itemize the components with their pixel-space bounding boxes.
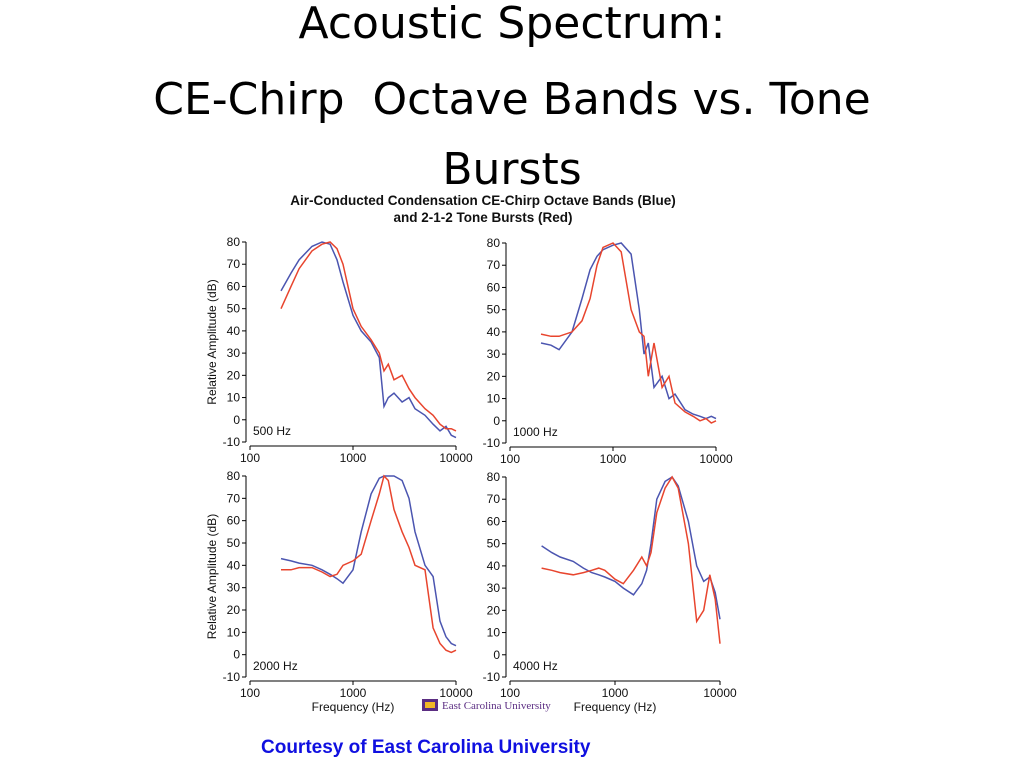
series-line xyxy=(540,242,717,424)
annotation: 500 Hz xyxy=(253,424,291,438)
x-tick-label: 100 xyxy=(500,686,520,700)
y-tick-label: 80 xyxy=(227,469,241,483)
y-tick-label: -10 xyxy=(483,670,501,684)
x-tick-label: 1000 xyxy=(600,452,627,466)
x-tick-label: 1000 xyxy=(602,686,629,700)
y-tick-label: -10 xyxy=(223,670,241,684)
x-tick-label: 1000 xyxy=(340,451,367,465)
credit: Courtesy of East Carolina University xyxy=(261,737,591,758)
y-tick-label: 60 xyxy=(487,514,501,528)
y-tick-label: 20 xyxy=(487,603,501,617)
y-tick-label: 50 xyxy=(227,302,241,316)
y-tick-label: 50 xyxy=(487,303,501,317)
x-tick-label: 10000 xyxy=(439,451,473,465)
logo-text: East Carolina University xyxy=(442,700,551,712)
annotation: 4000 Hz xyxy=(513,659,558,673)
y-tick-label: 70 xyxy=(487,492,501,506)
y-tick-label: 30 xyxy=(487,581,501,595)
y-tick-label: 70 xyxy=(227,491,241,505)
y-tick-label: 0 xyxy=(233,648,240,662)
y-tick-label: 30 xyxy=(227,581,241,595)
y-tick-label: 40 xyxy=(227,558,241,572)
series-line xyxy=(280,241,457,439)
y-tick-label: 0 xyxy=(493,648,500,662)
logo-icon xyxy=(425,702,435,708)
x-tick-label: 100 xyxy=(240,686,260,700)
y-tick-label: 20 xyxy=(227,603,241,617)
series-line xyxy=(280,475,457,647)
y-tick-label: 80 xyxy=(227,235,241,249)
figure-title: and 2-1-2 Tone Bursts (Red) xyxy=(393,210,572,225)
series-line xyxy=(540,242,717,420)
x-tick-label: 100 xyxy=(240,451,260,465)
y-tick-label: 0 xyxy=(493,414,500,428)
x-tick-label: 10000 xyxy=(439,686,473,700)
x-axis-label: Frequency (Hz) xyxy=(574,700,657,714)
y-tick-label: 10 xyxy=(227,391,241,405)
y-axis-label: Relative Amplitude (dB) xyxy=(205,514,219,639)
series-line xyxy=(541,475,721,620)
y-tick-label: 40 xyxy=(227,324,241,338)
figure-title: Air-Conducted Condensation CE-Chirp Octa… xyxy=(290,193,676,208)
y-tick-label: 60 xyxy=(227,279,241,293)
annotation: 2000 Hz xyxy=(253,659,298,673)
y-tick-label: 50 xyxy=(487,537,501,551)
series-line xyxy=(281,474,457,654)
y-tick-label: 10 xyxy=(487,392,501,406)
y-tick-label: 40 xyxy=(487,325,501,339)
y-tick-label: 50 xyxy=(227,536,241,550)
slide-title-line: CE-Chirp Octave Bands vs. Tone xyxy=(153,74,871,125)
y-tick-label: 80 xyxy=(487,236,501,250)
x-tick-label: 100 xyxy=(500,452,520,466)
y-tick-label: 60 xyxy=(227,514,241,528)
x-tick-label: 10000 xyxy=(703,686,737,700)
y-tick-label: 70 xyxy=(227,257,241,271)
y-tick-label: 0 xyxy=(233,413,240,427)
y-tick-label: -10 xyxy=(483,436,501,450)
slide-title-line: Bursts xyxy=(442,144,582,195)
y-tick-label: 10 xyxy=(227,625,241,639)
y-tick-label: 20 xyxy=(487,369,501,383)
slide-title-line: Acoustic Spectrum: xyxy=(298,0,726,49)
series-line xyxy=(541,475,721,644)
x-tick-label: 1000 xyxy=(340,686,367,700)
x-axis-label: Frequency (Hz) xyxy=(312,700,395,714)
y-tick-label: 60 xyxy=(487,280,501,294)
y-tick-label: 10 xyxy=(487,626,501,640)
series-line xyxy=(280,241,457,432)
y-tick-label: 30 xyxy=(487,347,501,361)
y-axis-label: Relative Amplitude (dB) xyxy=(205,279,219,404)
y-tick-label: 40 xyxy=(487,559,501,573)
y-tick-label: 20 xyxy=(227,368,241,382)
y-tick-label: 30 xyxy=(227,346,241,360)
y-tick-label: 80 xyxy=(487,470,501,484)
x-tick-label: 10000 xyxy=(699,452,733,466)
y-tick-label: -10 xyxy=(223,435,241,449)
annotation: 1000 Hz xyxy=(513,425,558,439)
y-tick-label: 70 xyxy=(487,258,501,272)
